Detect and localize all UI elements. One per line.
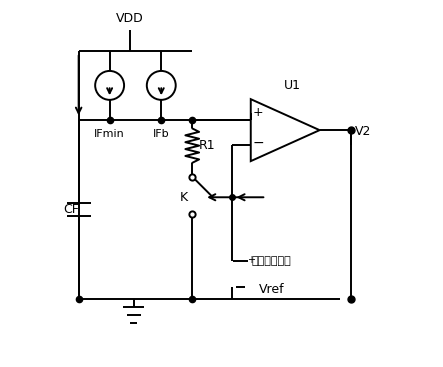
Text: −: − [253, 136, 264, 150]
Text: +: + [248, 255, 256, 265]
Text: VDD: VDD [117, 12, 144, 25]
Text: CF: CF [63, 203, 79, 216]
Text: IFb: IFb [153, 130, 170, 139]
Text: +: + [253, 106, 264, 119]
Text: U1: U1 [284, 79, 300, 92]
Text: R1: R1 [199, 139, 216, 152]
Text: IFmin: IFmin [94, 130, 125, 139]
Text: 受控可变基准: 受控可变基准 [252, 256, 291, 266]
Text: K: K [180, 191, 188, 204]
Text: V2: V2 [355, 126, 371, 138]
Text: Vref: Vref [259, 283, 284, 296]
